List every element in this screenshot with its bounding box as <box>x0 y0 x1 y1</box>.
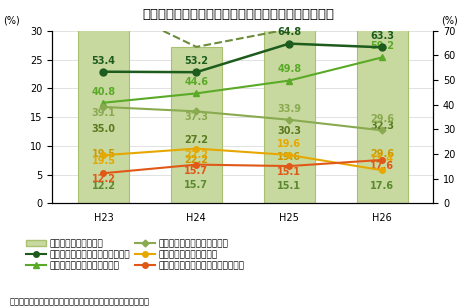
Text: 39.1: 39.1 <box>91 108 116 118</box>
Text: 22.2: 22.2 <box>184 155 208 165</box>
Text: 53.4: 53.4 <box>91 55 116 66</box>
Text: 27.2: 27.2 <box>184 135 208 145</box>
Text: 12.2: 12.2 <box>91 174 116 184</box>
Text: 図表　ソーシャルメディアの活用状況および活用目的: 図表 ソーシャルメディアの活用状況および活用目的 <box>142 8 334 21</box>
Text: (%): (%) <box>441 16 457 26</box>
Bar <box>357 18 407 203</box>
Text: 15.1: 15.1 <box>277 181 301 191</box>
Text: 12.2: 12.2 <box>91 181 116 191</box>
Text: 19.5: 19.5 <box>91 156 116 166</box>
Text: 44.6: 44.6 <box>184 77 208 87</box>
Text: 59.2: 59.2 <box>370 41 394 51</box>
Text: 29.6: 29.6 <box>370 149 394 160</box>
Text: 35.0: 35.0 <box>91 124 116 134</box>
Bar <box>78 2 129 203</box>
Text: 22.2: 22.2 <box>184 150 208 160</box>
Text: 29.6: 29.6 <box>370 114 394 124</box>
Text: 37.3: 37.3 <box>184 112 208 123</box>
Text: 19.5: 19.5 <box>91 149 116 160</box>
Text: (%): (%) <box>3 16 20 26</box>
Bar <box>264 29 315 203</box>
Text: 40.8: 40.8 <box>91 87 116 97</box>
Text: 33.9: 33.9 <box>277 103 301 114</box>
Text: 53.2: 53.2 <box>184 56 208 66</box>
Text: 63.3: 63.3 <box>370 31 394 41</box>
Bar <box>171 47 222 203</box>
Text: 15.7: 15.7 <box>184 166 208 176</box>
Legend: 活用している（左軸）, 商品や催物の紹介、宣伝（右軸）, 定期的な情報の提供（右軸）, 会社案内、人材募集（右軸）, マーケティング（右軸）, 消費者の評価・意: 活用している（左軸）, 商品や催物の紹介、宣伝（右軸）, 定期的な情報の提供（右… <box>26 239 245 270</box>
Text: 15.1: 15.1 <box>277 167 301 177</box>
Text: 出所：総務省「通信利用動向調査（企業編）」各年版より作成: 出所：総務省「通信利用動向調査（企業編）」各年版より作成 <box>10 298 149 306</box>
Text: 15.7: 15.7 <box>184 180 208 190</box>
Text: 19.6: 19.6 <box>277 152 301 162</box>
Text: 17.6: 17.6 <box>370 181 394 191</box>
Text: 13.4: 13.4 <box>370 154 394 164</box>
Text: 17.6: 17.6 <box>370 161 394 171</box>
Text: 32.3: 32.3 <box>370 121 394 131</box>
Text: 30.3: 30.3 <box>277 126 301 136</box>
Text: 64.8: 64.8 <box>277 27 301 38</box>
Text: 49.8: 49.8 <box>277 64 301 75</box>
Text: 19.6: 19.6 <box>277 139 301 149</box>
